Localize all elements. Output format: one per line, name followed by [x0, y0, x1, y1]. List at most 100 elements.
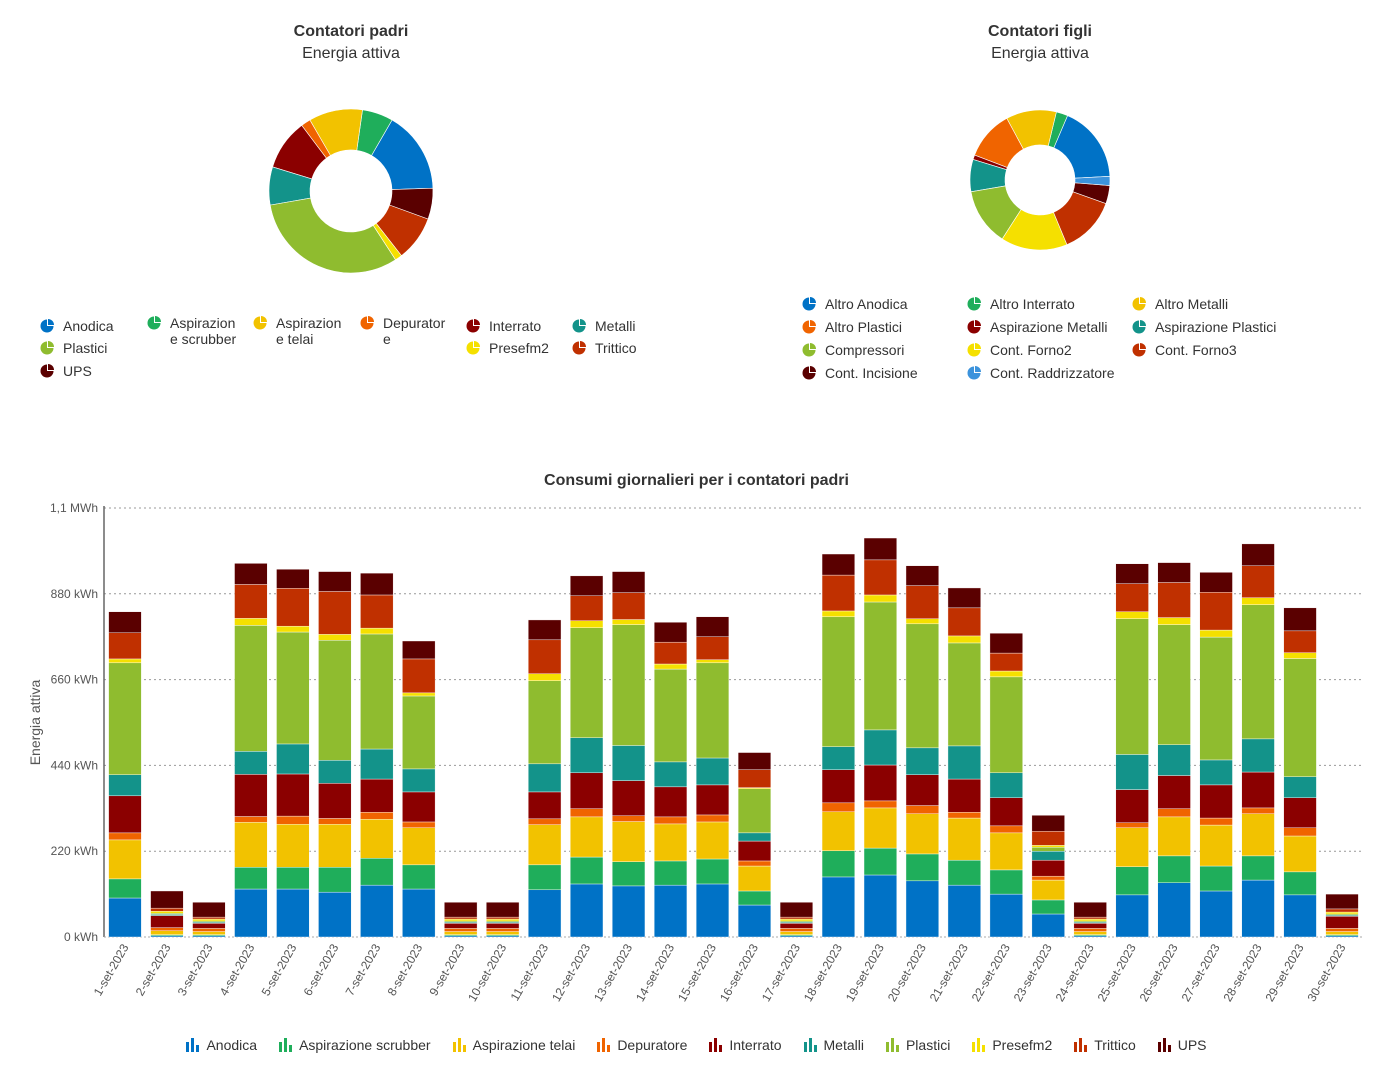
- bar-segment-anodica[interactable]: [1241, 879, 1275, 938]
- bar-segment-trittico[interactable]: [570, 595, 604, 621]
- bar-segment-anodica[interactable]: [528, 889, 562, 938]
- bar-segment-aspirazione-telai[interactable]: [360, 819, 394, 859]
- legend-item-cont-raddrizzatore[interactable]: Cont. Raddrizzatore: [967, 365, 1127, 381]
- bar-segment-anodica[interactable]: [318, 891, 352, 938]
- bar-legend-item-anodica[interactable]: Anodica: [186, 1037, 257, 1053]
- bar-segment-interrato[interactable]: [612, 780, 646, 816]
- bar-segment-plastici[interactable]: [612, 624, 646, 746]
- bar-segment-aspirazione-telai[interactable]: [1283, 835, 1317, 873]
- bar-segment-plastici[interactable]: [1241, 604, 1275, 740]
- bar-segment-aspirazione-scrubber[interactable]: [402, 864, 436, 890]
- bar-segment-anodica[interactable]: [276, 888, 310, 938]
- bar-segment-anodica[interactable]: [1031, 913, 1065, 938]
- bar-segment-plastici[interactable]: [402, 695, 436, 770]
- bar-segment-plastici[interactable]: [947, 642, 981, 747]
- bar-segment-aspirazione-scrubber[interactable]: [947, 859, 981, 886]
- bar-segment-trittico[interactable]: [528, 639, 562, 674]
- bar-segment-trittico[interactable]: [1115, 583, 1149, 612]
- bar-segment-interrato[interactable]: [1073, 923, 1107, 929]
- bar-segment-interrato[interactable]: [1241, 771, 1275, 809]
- bar-segment-ups[interactable]: [947, 587, 981, 609]
- bar-segment-anodica[interactable]: [905, 880, 939, 938]
- bar-segment-ups[interactable]: [234, 563, 268, 585]
- bar-segment-aspirazione-scrubber[interactable]: [905, 853, 939, 882]
- bar-segment-ups[interactable]: [863, 537, 897, 561]
- bar-segment-metalli[interactable]: [905, 747, 939, 775]
- bar-segment-depuratore[interactable]: [1031, 875, 1065, 881]
- bar-segment-metalli[interactable]: [1199, 759, 1233, 786]
- bar-segment-aspirazione-scrubber[interactable]: [1115, 866, 1149, 896]
- bar-segment-depuratore[interactable]: [486, 928, 520, 932]
- bar-segment-ups[interactable]: [737, 752, 772, 770]
- bar-segment-aspirazione-telai[interactable]: [150, 930, 184, 935]
- bar-segment-plastici[interactable]: [863, 601, 897, 731]
- bar-segment-interrato[interactable]: [528, 791, 562, 820]
- bar-segment-depuratore[interactable]: [1199, 817, 1233, 826]
- bar-segment-presefm2[interactable]: [1325, 911, 1359, 915]
- bar-segment-metalli[interactable]: [612, 745, 646, 781]
- bar-segment-aspirazione-scrubber[interactable]: [1283, 871, 1317, 896]
- pie-slice-cont-raddrizzatore[interactable]: [1074, 176, 1111, 186]
- bar-segment-metalli[interactable]: [863, 729, 897, 766]
- bar-segment-interrato[interactable]: [905, 774, 939, 806]
- bar-segment-aspirazione-telai[interactable]: [653, 823, 688, 862]
- bar-segment-plastici[interactable]: [1199, 636, 1233, 761]
- bar-segment-trittico[interactable]: [1241, 565, 1275, 598]
- bar-segment-aspirazione-scrubber[interactable]: [234, 866, 268, 890]
- bar-segment-metalli[interactable]: [1115, 754, 1149, 790]
- bar-segment-trittico[interactable]: [821, 574, 855, 612]
- bar-segment-anodica[interactable]: [1115, 894, 1149, 938]
- bar-segment-interrato[interactable]: [360, 778, 394, 813]
- bar-segment-aspirazione-telai[interactable]: [108, 839, 142, 880]
- bar-segment-depuratore[interactable]: [1283, 827, 1317, 837]
- bar-segment-plastici[interactable]: [570, 627, 604, 738]
- bar-segment-presefm2[interactable]: [276, 625, 310, 633]
- bar-segment-presefm2[interactable]: [695, 659, 730, 664]
- bar-segment-interrato[interactable]: [1325, 916, 1359, 929]
- legend-item-interrato[interactable]: Interrato: [466, 318, 556, 334]
- legend-item-altro-plastici[interactable]: Altro Plastici: [802, 319, 962, 335]
- bar-segment-aspirazione-scrubber[interactable]: [1031, 899, 1065, 915]
- bar-segment-ups[interactable]: [779, 902, 814, 918]
- bar-segment-aspirazione-telai[interactable]: [947, 817, 981, 861]
- bar-segment-ups[interactable]: [1283, 607, 1317, 632]
- legend-item-aspirazione-scrubber[interactable]: Aspirazion e scrubber: [147, 315, 237, 347]
- bar-segment-interrato[interactable]: [1199, 784, 1233, 819]
- bar-segment-aspirazione-scrubber[interactable]: [1199, 865, 1233, 892]
- bar-segment-aspirazione-telai[interactable]: [1325, 931, 1359, 935]
- legend-item-metalli[interactable]: Metalli: [572, 318, 662, 334]
- bar-segment-metalli[interactable]: [821, 746, 855, 770]
- bar-segment-depuratore[interactable]: [863, 800, 897, 809]
- bar-legend-item-metalli[interactable]: Metalli: [803, 1037, 864, 1053]
- legend-item-plastici[interactable]: Plastici: [40, 340, 130, 356]
- bar-segment-depuratore[interactable]: [1073, 928, 1107, 932]
- bar-segment-aspirazione-scrubber[interactable]: [989, 869, 1023, 895]
- bar-segment-interrato[interactable]: [1031, 859, 1065, 877]
- bar-segment-aspirazione-telai[interactable]: [989, 832, 1023, 871]
- bar-segment-ups[interactable]: [108, 611, 142, 633]
- bar-segment-trittico[interactable]: [905, 585, 939, 619]
- bar-legend-item-ups[interactable]: UPS: [1157, 1037, 1207, 1053]
- bar-segment-depuratore[interactable]: [821, 802, 855, 813]
- bar-legend-item-aspirazione-scrubber[interactable]: Aspirazione scrubber: [279, 1037, 431, 1053]
- bar-segment-trittico[interactable]: [1325, 908, 1359, 913]
- pie-slice-plastici[interactable]: [269, 197, 397, 274]
- bar-segment-anodica[interactable]: [947, 884, 981, 938]
- bar-segment-anodica[interactable]: [1157, 882, 1191, 938]
- bar-segment-interrato[interactable]: [947, 778, 981, 813]
- bar-segment-depuratore[interactable]: [276, 815, 310, 825]
- bar-segment-trittico[interactable]: [1073, 916, 1107, 920]
- bar-segment-ups[interactable]: [486, 902, 520, 918]
- bar-segment-trittico[interactable]: [360, 594, 394, 629]
- bar-segment-aspirazione-scrubber[interactable]: [1157, 855, 1191, 883]
- bar-segment-presefm2[interactable]: [612, 619, 646, 625]
- bar-segment-ups[interactable]: [905, 565, 939, 586]
- bar-segment-presefm2[interactable]: [108, 658, 142, 664]
- bar-segment-metalli[interactable]: [989, 772, 1023, 798]
- bar-segment-depuratore[interactable]: [612, 815, 646, 822]
- bar-segment-depuratore[interactable]: [779, 928, 814, 932]
- bar-segment-depuratore[interactable]: [1241, 807, 1275, 814]
- bar-segment-anodica[interactable]: [821, 876, 855, 938]
- bar-segment-ups[interactable]: [1241, 543, 1275, 566]
- bar-segment-anodica[interactable]: [234, 888, 268, 938]
